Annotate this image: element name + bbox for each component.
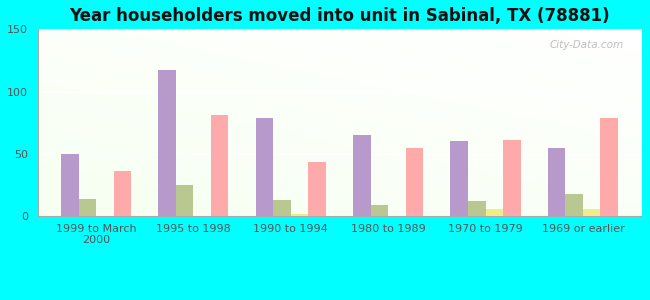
Bar	[406, 148, 423, 216]
Bar	[211, 115, 229, 216]
Bar	[79, 199, 96, 216]
Bar	[450, 141, 468, 216]
Bar	[370, 205, 388, 216]
Text: City-Data.com: City-Data.com	[549, 40, 623, 50]
Bar	[583, 208, 601, 216]
Bar	[61, 154, 79, 216]
Bar	[255, 118, 273, 216]
Bar	[503, 140, 521, 216]
Title: Year householders moved into unit in Sabinal, TX (78881): Year householders moved into unit in Sab…	[69, 7, 610, 25]
Bar	[548, 148, 566, 216]
Bar	[159, 70, 176, 216]
Bar	[79, 199, 96, 216]
Bar	[353, 135, 370, 216]
Bar	[291, 214, 308, 216]
Bar	[566, 194, 583, 216]
Bar	[114, 171, 131, 216]
Bar	[114, 171, 131, 216]
Bar	[176, 185, 194, 216]
Bar	[406, 148, 423, 216]
Bar	[273, 200, 291, 216]
Bar	[308, 163, 326, 216]
Bar	[486, 208, 503, 216]
Bar	[486, 208, 503, 216]
Bar	[291, 214, 308, 216]
Bar	[273, 200, 291, 216]
Bar	[308, 163, 326, 216]
Bar	[548, 148, 566, 216]
Bar	[601, 118, 618, 216]
Bar	[353, 135, 370, 216]
Bar	[255, 118, 273, 216]
Bar	[468, 201, 486, 216]
Bar	[583, 208, 601, 216]
Bar	[468, 201, 486, 216]
Bar	[503, 140, 521, 216]
Bar	[61, 154, 79, 216]
Bar	[211, 115, 229, 216]
Bar	[601, 118, 618, 216]
Bar	[176, 185, 194, 216]
Bar	[159, 70, 176, 216]
Bar	[566, 194, 583, 216]
Bar	[450, 141, 468, 216]
Bar	[370, 205, 388, 216]
